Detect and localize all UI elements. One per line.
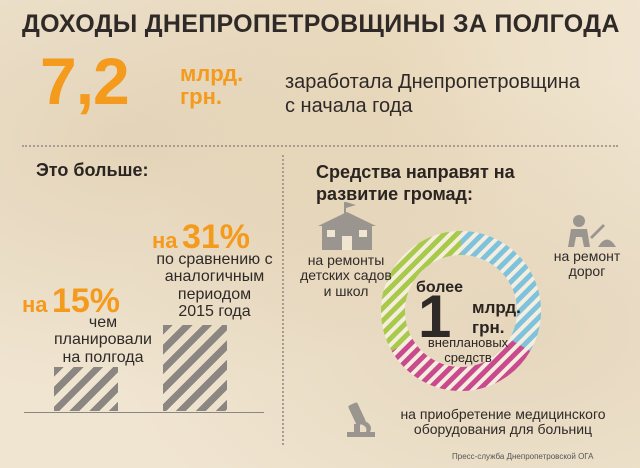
label-roads-line1: на ремонт [553,248,621,264]
label-medical: на приобретение медицинского оборудовани… [378,406,628,438]
label-schools-line3: и школ [323,282,369,299]
vertical-divider [282,155,284,445]
label-schools-line1: на ремонты [307,252,385,268]
percent-31-text: по сравнению с аналогичным периодом 2015… [142,251,287,320]
road-worker-icon [568,215,616,247]
center-description-line1: внеплановых [427,335,509,350]
percent-31-line3: периодом [177,285,252,303]
microscope-icon [347,402,375,437]
label-schools-line2: детских садов [300,267,392,284]
center-unit-line1: млрд. [472,298,521,317]
percent-31-line2: аналогичным [164,268,265,286]
donut-segment-medical [391,338,531,391]
donut-segment-schools [381,231,462,351]
percent-15-prefix: на [22,292,48,317]
funds-heading-line1: Средства направят на [316,162,515,182]
percent-31-prefix: на [152,228,178,253]
headline-unit: млрд. грн. [180,62,243,108]
center-number: 1 [418,283,452,350]
percent-31-line4: 2015 года [178,302,251,320]
center-description-line2: средств [444,349,492,365]
headline-unit-line1: млрд. [180,61,244,86]
headline-text-line2: с начала года [285,95,413,117]
label-medical-line2: оборудования для больниц [413,421,593,438]
school-icon [318,202,376,250]
percent-15-line3: на полгода [62,348,144,366]
headline-text-line1: заработала Днепропетровщина [285,71,580,93]
funds-heading: Средства направят на развитие громад: [316,162,515,206]
headline-unit-line2: грн. [180,84,223,110]
percent-31-value: 31% [181,218,251,256]
label-roads: на ремонт дорог [542,248,632,280]
center-unit-line2: грн. [472,317,505,337]
center-more: более [416,279,464,296]
headline-amount: 7,2 [40,44,130,118]
bar-31-percent [163,325,227,411]
percent-15-line2: планировали [54,331,152,349]
label-schools: на ремонты детских садов и школ [296,252,396,299]
press-credit: Пресс-служба Днепропетровской ОГА [452,452,594,461]
headline-text: заработала Днепропетровщина с начала год… [285,70,580,118]
percent-15-line1: чем [88,314,118,331]
percent-31-line1: по сравнению с [156,251,273,268]
horizontal-divider [22,145,618,147]
donut-segment-roads [460,231,541,351]
center-description: внеплановых средств [423,335,513,366]
label-roads-line2: дорог [568,263,606,280]
percent-15-value: 15% [51,282,121,320]
comparison-heading: Это больше: [36,160,149,180]
bar-baseline [24,412,264,413]
label-medical-line1: на приобретение медицинского [400,406,606,422]
center-unit: млрд. грн. [472,298,521,337]
percent-15-text: чем планировали на полгода [48,314,158,366]
percent-15-label: на 15% [22,282,120,321]
page-title: ДОХОДЫ ДНЕПРОПЕТРОВЩИНЫ ЗА ПОЛГОДА [22,10,620,38]
bar-15-percent [54,367,118,411]
percent-31-label: на 31% [152,218,250,257]
funds-heading-line2: развитие громад: [316,183,473,204]
